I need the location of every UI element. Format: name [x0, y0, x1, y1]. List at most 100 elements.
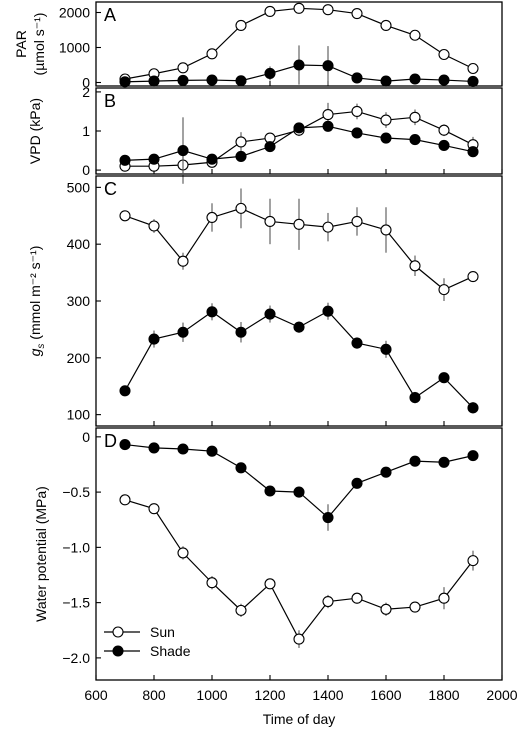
data-point	[322, 511, 334, 524]
data-point	[467, 450, 479, 462]
data-point	[380, 19, 392, 32]
data-point	[351, 215, 363, 228]
x-tick-label: 600	[84, 687, 108, 703]
data-point	[351, 105, 363, 118]
data-point	[264, 215, 276, 228]
legend-label: Sun	[150, 624, 175, 640]
data-point	[293, 2, 305, 14]
data-point	[206, 153, 218, 165]
data-point	[148, 333, 160, 345]
data-point	[293, 321, 305, 333]
series-sun	[119, 102, 479, 175]
series-line	[124, 499, 474, 641]
data-point	[467, 146, 479, 158]
data-point	[177, 62, 189, 74]
data-point	[235, 75, 247, 87]
data-point	[438, 592, 450, 604]
data-point	[235, 150, 247, 162]
data-point	[351, 72, 363, 84]
series-line	[125, 110, 474, 167]
y-tick-label: −2.0	[62, 650, 90, 666]
legend-marker	[112, 645, 124, 657]
data-point	[380, 224, 392, 236]
data-point	[177, 144, 189, 157]
data-point	[293, 218, 305, 230]
series-sun	[119, 494, 479, 648]
data-point	[293, 122, 305, 134]
data-point	[148, 503, 160, 515]
data-point	[264, 67, 276, 79]
x-tick-label: 1600	[370, 687, 401, 703]
data-point	[409, 601, 421, 613]
data-point	[351, 127, 363, 139]
series-shade	[119, 117, 479, 184]
data-point	[409, 260, 421, 272]
data-point	[409, 392, 421, 404]
data-point	[438, 372, 450, 384]
data-point	[119, 76, 131, 88]
series-sun	[119, 188, 479, 301]
data-point	[351, 337, 363, 349]
series-shade	[119, 45, 479, 88]
data-point	[322, 120, 334, 132]
panel-A: A 0 1000 2000 PAR (µmol s⁻¹)	[13, 1, 503, 91]
data-point	[264, 485, 276, 497]
series-shade	[119, 302, 479, 414]
data-point	[235, 604, 247, 616]
data-point	[351, 8, 363, 20]
data-point	[322, 221, 334, 233]
data-point	[351, 592, 363, 604]
data-point	[264, 5, 276, 17]
data-point	[264, 578, 276, 590]
y-tick-label: 2000	[59, 5, 90, 21]
data-point	[119, 154, 131, 166]
panel-C: C 100 200 300 400 500 gs (mmol m⁻² s⁻¹)	[27, 175, 503, 427]
data-point	[177, 443, 189, 455]
data-point	[409, 134, 421, 146]
data-point	[206, 306, 218, 318]
x-tick-label: 1000	[196, 687, 227, 703]
data-point	[206, 211, 218, 224]
x-axis-label: Time of day	[263, 711, 336, 727]
data-point	[322, 305, 334, 317]
y-tick-label: 400	[67, 236, 91, 252]
y-axis-label: PAR (µmol s⁻¹)	[13, 13, 47, 76]
y-tick-label: 500	[67, 179, 91, 195]
data-point	[409, 29, 421, 41]
panel-letter: A	[104, 5, 116, 25]
panel-frame	[95, 1, 503, 87]
series-line	[124, 443, 474, 519]
data-point	[177, 74, 189, 86]
y-axis-label: Water potential (MPa)	[33, 486, 49, 622]
x-tick-label: 1200	[254, 687, 285, 703]
y-tick-label: 1000	[59, 40, 90, 56]
data-point	[467, 555, 479, 567]
data-point	[206, 74, 218, 86]
y-tick-label: 0	[82, 75, 90, 91]
data-point	[235, 462, 247, 474]
data-point	[293, 633, 305, 645]
data-point	[177, 547, 189, 559]
panel-frame	[95, 427, 503, 681]
y-tick-label: −1.0	[62, 539, 90, 555]
data-point	[322, 109, 334, 121]
data-point	[438, 124, 450, 136]
panel-letter: D	[104, 431, 117, 451]
series-shade	[119, 439, 479, 531]
data-point	[380, 343, 392, 355]
data-point	[467, 62, 479, 75]
data-point	[438, 74, 450, 86]
data-point	[293, 59, 305, 71]
data-point	[148, 220, 160, 232]
x-tick-label: 1800	[428, 687, 459, 703]
y-tick-label: 1	[82, 123, 90, 139]
data-point	[119, 210, 131, 222]
data-point	[148, 153, 160, 165]
data-point	[235, 136, 247, 148]
y-tick-label: 200	[67, 350, 91, 366]
y-axis-label: VPD (kPa)	[27, 98, 43, 164]
data-point	[322, 60, 334, 72]
data-point	[119, 439, 131, 451]
data-point	[177, 255, 189, 267]
